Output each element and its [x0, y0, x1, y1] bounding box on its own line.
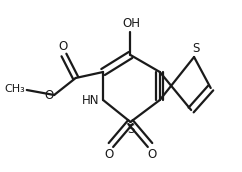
- Text: OH: OH: [122, 17, 140, 30]
- Text: S: S: [127, 123, 134, 136]
- Text: O: O: [58, 40, 68, 53]
- Text: HN: HN: [82, 94, 99, 106]
- Text: S: S: [192, 42, 200, 55]
- Text: O: O: [147, 148, 157, 161]
- Text: CH₃: CH₃: [4, 84, 25, 94]
- Text: O: O: [104, 148, 113, 161]
- Text: O: O: [44, 89, 53, 101]
